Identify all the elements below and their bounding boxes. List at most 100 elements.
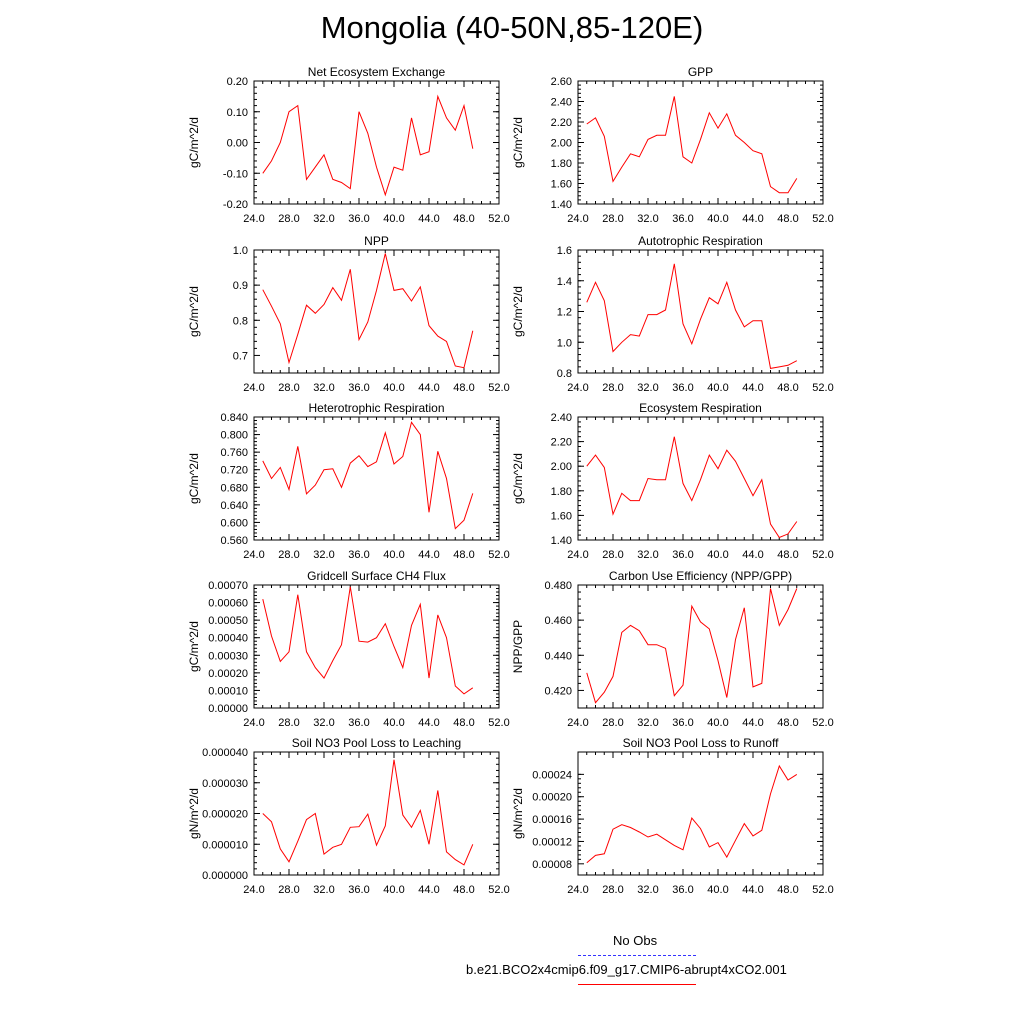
x-tick-label: 36.0	[348, 884, 369, 896]
chart-title: Soil NO3 Pool Loss to Runoff	[623, 736, 780, 750]
y-tick-label: 0.420	[544, 685, 572, 697]
x-tick-label: 48.0	[777, 213, 798, 225]
chart-title: Autotrophic Respiration	[638, 234, 763, 248]
chart-title: Ecosystem Respiration	[639, 401, 762, 415]
y-tick-label: 1.40	[551, 535, 572, 547]
x-tick-label: 40.0	[383, 717, 404, 729]
y-tick-label: 0.00000	[208, 703, 248, 715]
chart-panel-9: Soil NO3 Pool Loss to Leaching 24.0 28.0 32…	[187, 736, 510, 896]
series-line	[262, 421, 474, 530]
x-tick-label: 28.0	[278, 717, 299, 729]
y-axis-label: gC/m^2/d	[187, 453, 201, 504]
x-tick-label: 36.0	[672, 549, 693, 561]
plot-frame	[577, 249, 824, 374]
x-tick-label: 36.0	[348, 382, 369, 394]
y-tick-label: 0.440	[544, 650, 572, 662]
x-tick-label: 36.0	[348, 717, 369, 729]
plot-frame	[577, 584, 824, 709]
plot-frame	[253, 584, 500, 709]
x-tick-label: 40.0	[383, 382, 404, 394]
y-tick-label: 1.0	[233, 245, 248, 257]
x-tick-label: 28.0	[278, 382, 299, 394]
y-axis-label: gN/m^2/d	[187, 788, 201, 839]
x-tick-label: 32.0	[637, 549, 658, 561]
y-tick-label: 0.00012	[532, 836, 572, 848]
series-line	[586, 436, 798, 539]
x-tick-label: 32.0	[637, 213, 658, 225]
x-tick-label: 24.0	[243, 717, 264, 729]
y-axis-label: gC/m^2/d	[187, 621, 201, 672]
x-tick-label: 28.0	[602, 717, 623, 729]
x-tick-label: 40.0	[707, 213, 728, 225]
y-tick-label: 0.000030	[202, 778, 248, 790]
y-axis-label: gC/m^2/d	[187, 286, 201, 337]
x-tick-label: 44.0	[418, 382, 439, 394]
y-tick-label: 1.60	[551, 510, 572, 522]
y-tick-label: 2.20	[551, 117, 572, 129]
x-tick-label: 44.0	[742, 884, 763, 896]
x-tick-label: 28.0	[602, 213, 623, 225]
chart-panel-8: Carbon Use Efficiency (NPP/GPP) 24.0 28.0 3…	[511, 569, 834, 729]
x-tick-label: 32.0	[637, 884, 658, 896]
y-tick-label: 0.8	[557, 368, 572, 380]
x-tick-label: 52.0	[812, 884, 833, 896]
y-tick-label: 2.40	[551, 412, 572, 424]
y-tick-label: 0.00	[227, 138, 248, 150]
y-tick-label: 0.00060	[208, 598, 248, 610]
x-tick-label: 48.0	[777, 549, 798, 561]
x-tick-label: 24.0	[567, 717, 588, 729]
x-tick-label: 36.0	[672, 382, 693, 394]
x-tick-label: 24.0	[567, 213, 588, 225]
y-tick-label: 0.7	[233, 350, 248, 362]
series-line	[262, 759, 474, 866]
x-tick-label: 32.0	[313, 382, 334, 394]
x-tick-label: 24.0	[567, 382, 588, 394]
y-tick-label: 0.600	[220, 517, 248, 529]
x-tick-label: 52.0	[488, 382, 509, 394]
y-tick-label: 0.000040	[202, 747, 248, 759]
y-tick-label: 0.840	[220, 412, 248, 424]
y-tick-label: 0.00020	[208, 668, 248, 680]
chart-title: Soil NO3 Pool Loss to Leaching	[292, 736, 461, 750]
x-tick-label: 32.0	[637, 717, 658, 729]
y-tick-label: 1.6	[557, 245, 572, 257]
x-tick-label: 32.0	[313, 717, 334, 729]
y-tick-label: 2.20	[551, 437, 572, 449]
x-tick-label: 44.0	[742, 382, 763, 394]
y-tick-label: 0.480	[544, 580, 572, 592]
x-tick-label: 24.0	[567, 549, 588, 561]
x-tick-label: 36.0	[348, 213, 369, 225]
x-tick-label: 48.0	[453, 382, 474, 394]
x-tick-label: 40.0	[383, 884, 404, 896]
series-line	[262, 94, 474, 197]
y-tick-label: 0.460	[544, 615, 572, 627]
x-tick-label: 52.0	[812, 213, 833, 225]
x-tick-label: 44.0	[418, 717, 439, 729]
x-tick-label: 52.0	[488, 884, 509, 896]
x-tick-label: 52.0	[488, 549, 509, 561]
y-tick-label: 0.00010	[208, 685, 248, 697]
x-tick-label: 28.0	[602, 549, 623, 561]
x-tick-label: 40.0	[707, 382, 728, 394]
series-line	[586, 764, 798, 864]
x-tick-label: 32.0	[637, 382, 658, 394]
x-tick-label: 52.0	[812, 382, 833, 394]
y-tick-label: 0.760	[220, 447, 248, 459]
y-axis-label: gC/m^2/d	[511, 117, 525, 168]
chart-title: Net Ecosystem Exchange	[308, 65, 446, 79]
figure-title: Mongolia (40-50N,85-120E)	[320, 10, 704, 45]
x-tick-label: 24.0	[243, 382, 264, 394]
y-tick-label: 1.4	[557, 276, 572, 288]
y-tick-label: 2.60	[551, 76, 572, 88]
x-tick-label: 44.0	[742, 213, 763, 225]
y-tick-label: 0.00050	[208, 615, 248, 627]
x-tick-label: 24.0	[243, 884, 264, 896]
x-tick-label: 36.0	[672, 884, 693, 896]
y-tick-label: 0.560	[220, 535, 248, 547]
x-tick-label: 40.0	[707, 549, 728, 561]
y-tick-label: 0.00008	[532, 859, 572, 871]
x-tick-label: 52.0	[812, 717, 833, 729]
series-line	[262, 253, 474, 369]
y-tick-label: 1.2	[557, 307, 572, 319]
